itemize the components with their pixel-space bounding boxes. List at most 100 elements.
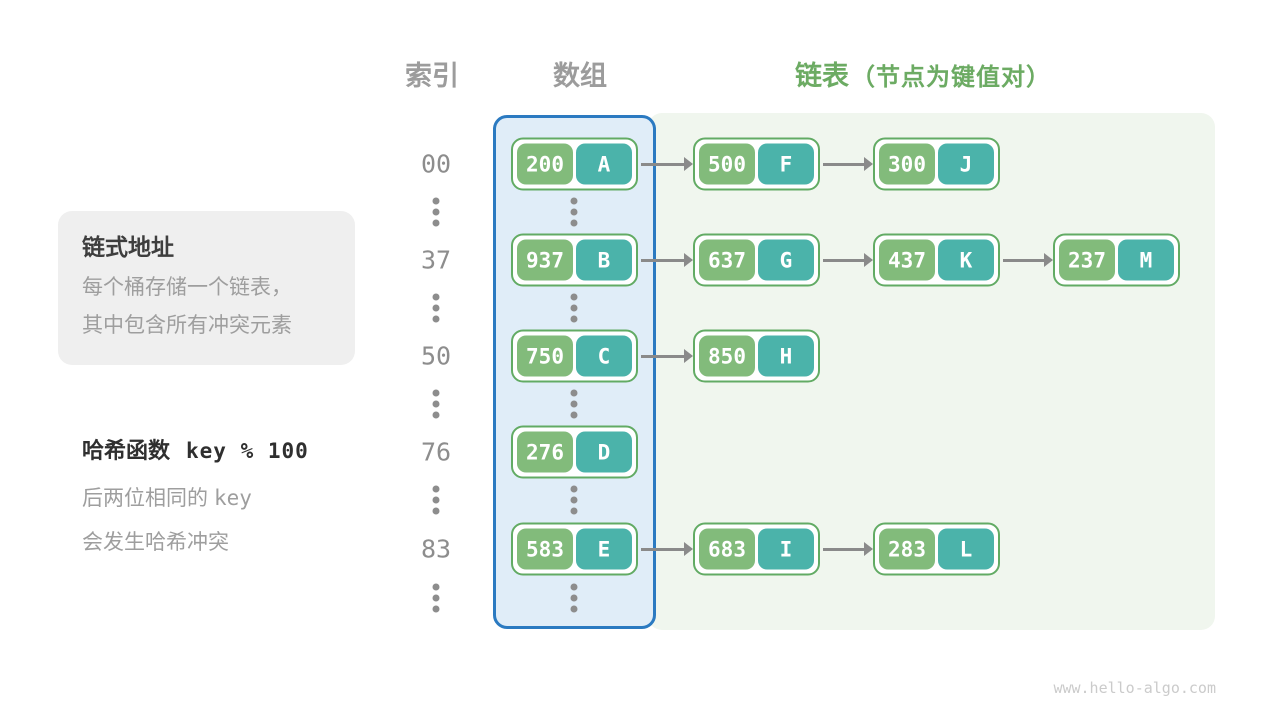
next-pointer-arrow	[641, 253, 693, 267]
ellipsis-icon	[570, 386, 578, 423]
ellipsis-dot	[570, 496, 578, 504]
value-cell: D	[576, 431, 632, 473]
next-pointer-arrow	[641, 349, 693, 363]
info-box-line: 其中包含所有冲突元素	[82, 314, 292, 337]
value-cell: B	[576, 239, 632, 281]
key-cell: 437	[879, 239, 935, 281]
value-cell: I	[758, 528, 814, 570]
ellipsis-icon	[432, 194, 440, 231]
ellipsis-dot	[432, 411, 440, 419]
key-cell: 850	[699, 335, 755, 377]
ellipsis-dot	[570, 507, 578, 515]
ellipsis-dot	[570, 304, 578, 312]
ellipsis-dot	[432, 594, 440, 602]
next-pointer-arrow	[641, 542, 693, 556]
hash-note-line: 会发生哈希冲突	[82, 531, 229, 554]
info-box-line: 每个桶存储一个链表，	[82, 276, 292, 299]
ellipsis-dot	[432, 485, 440, 493]
value-cell: H	[758, 335, 814, 377]
ellipsis-dot	[570, 293, 578, 301]
chain-node: 850 H	[693, 329, 820, 383]
value-cell: E	[576, 528, 632, 570]
ellipsis-dot	[432, 304, 440, 312]
hash-function-title: 哈希函数 key % 100	[82, 433, 309, 465]
ellipsis-icon	[432, 580, 440, 617]
ellipsis-dot	[432, 389, 440, 397]
ellipsis-dot	[432, 583, 440, 591]
ellipsis-icon	[432, 482, 440, 519]
value-cell: F	[758, 143, 814, 185]
list-header-note: （节点为键值对）	[851, 64, 1051, 91]
next-pointer-arrow	[823, 542, 873, 556]
ellipsis-dot	[570, 411, 578, 419]
ellipsis-dot	[570, 389, 578, 397]
next-pointer-arrow	[823, 157, 873, 171]
chain-node: 637 G	[693, 233, 820, 287]
key-cell: 276	[517, 431, 573, 473]
chain-node: 683 I	[693, 522, 820, 576]
hash-note-line: 后两位相同的 key	[82, 486, 252, 510]
value-cell: C	[576, 335, 632, 377]
bucket-node: 276 D	[511, 425, 638, 479]
ellipsis-dot	[432, 197, 440, 205]
value-cell: M	[1118, 239, 1174, 281]
bucket-node: 583 E	[511, 522, 638, 576]
ellipsis-dot	[570, 400, 578, 408]
index-label: 83	[420, 534, 452, 564]
bucket-node: 750 C	[511, 329, 638, 383]
ellipsis-icon	[570, 482, 578, 519]
ellipsis-dot	[432, 315, 440, 323]
ellipsis-dot	[570, 583, 578, 591]
key-cell: 283	[879, 528, 935, 570]
ellipsis-dot	[432, 293, 440, 301]
index-column-header: 索引	[405, 61, 459, 91]
key-cell: 583	[517, 528, 573, 570]
ellipsis-dot	[570, 219, 578, 227]
key-cell: 237	[1059, 239, 1115, 281]
index-label: 37	[420, 245, 452, 275]
list-header-label: 链表	[795, 61, 849, 91]
array-column-header: 数组	[553, 61, 607, 91]
next-pointer-arrow	[823, 253, 873, 267]
ellipsis-dot	[432, 219, 440, 227]
ellipsis-dot	[570, 485, 578, 493]
value-cell: A	[576, 143, 632, 185]
value-cell: L	[938, 528, 994, 570]
ellipsis-icon	[432, 386, 440, 423]
ellipsis-dot	[570, 315, 578, 323]
chain-node: 500 F	[693, 137, 820, 191]
key-cell: 683	[699, 528, 755, 570]
ellipsis-icon	[570, 580, 578, 617]
ellipsis-dot	[432, 208, 440, 216]
ellipsis-dot	[570, 197, 578, 205]
ellipsis-dot	[570, 208, 578, 216]
info-box-body: 每个桶存储一个链表， 其中包含所有冲突元素	[82, 269, 292, 345]
ellipsis-dot	[432, 507, 440, 515]
bucket-node: 200 A	[511, 137, 638, 191]
key-cell: 200	[517, 143, 573, 185]
info-box-title: 链式地址	[82, 234, 174, 260]
key-cell: 300	[879, 143, 935, 185]
ellipsis-dot	[570, 594, 578, 602]
value-cell: G	[758, 239, 814, 281]
key-cell: 750	[517, 335, 573, 377]
index-label: 76	[420, 437, 452, 467]
watermark: www.hello-algo.com	[1053, 679, 1216, 697]
ellipsis-icon	[570, 194, 578, 231]
value-cell: J	[938, 143, 994, 185]
bucket-node: 937 B	[511, 233, 638, 287]
hash-function-note: 哈希函数 key % 100 后两位相同的 key 会发生哈希冲突	[82, 433, 309, 556]
hash-function-formula: key % 100	[186, 439, 309, 463]
chaining-info-box: 链式地址 每个桶存储一个链表， 其中包含所有冲突元素	[58, 211, 355, 365]
chain-node: 283 L	[873, 522, 1000, 576]
key-cell: 937	[517, 239, 573, 281]
next-pointer-arrow	[641, 157, 693, 171]
key-cell: 637	[699, 239, 755, 281]
chain-node: 437 K	[873, 233, 1000, 287]
next-pointer-arrow	[1003, 253, 1053, 267]
ellipsis-icon	[570, 290, 578, 327]
ellipsis-dot	[432, 496, 440, 504]
ellipsis-icon	[432, 290, 440, 327]
index-label: 00	[420, 149, 452, 179]
